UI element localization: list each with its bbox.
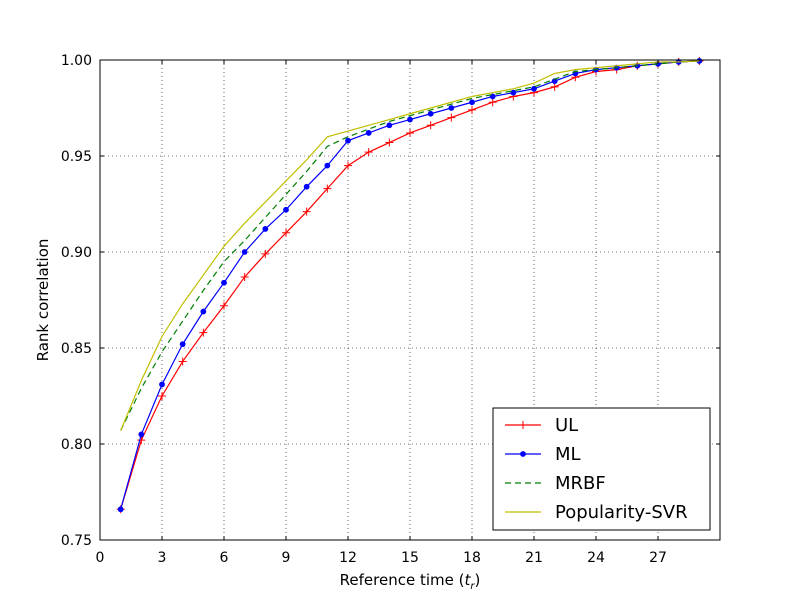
- ml-point: [159, 381, 165, 388]
- legend-item-ml: ML: [505, 444, 581, 465]
- ml-point: [427, 110, 434, 117]
- y-tick-label: 0.85: [61, 341, 92, 357]
- popularity-svr-line: [120, 60, 700, 431]
- series-popularity-svr: [120, 60, 700, 431]
- mrbf-line: [120, 60, 700, 431]
- x-axis-label-symbol: t: [464, 571, 471, 589]
- x-tick-label: 15: [401, 550, 419, 566]
- x-axis-label-text: Reference time: [340, 571, 454, 589]
- legend-item-popularity-svr: Popularity-SVR: [505, 502, 688, 523]
- x-tick-label: 21: [525, 550, 543, 566]
- x-tick-labels: 0 3 6 9 12 15 18 21 24 27: [96, 550, 667, 566]
- x-tick-label: 6: [220, 550, 229, 566]
- ml-point: [469, 99, 475, 106]
- ticks: [99, 59, 720, 541]
- ul-point: [323, 184, 332, 193]
- y-tick-label: 0.75: [61, 533, 92, 549]
- ml-point: [345, 137, 351, 144]
- ml-point: [407, 116, 413, 123]
- x-axis-label-paren-close: ): [474, 571, 480, 589]
- x-axis-label: Reference time (tr): [340, 571, 481, 592]
- legend-ul-point: [519, 421, 527, 429]
- ml-point: [179, 341, 186, 348]
- x-axis-label-paren-open: (: [454, 571, 465, 589]
- ml-point: [221, 279, 227, 286]
- ul-point: [364, 148, 373, 157]
- ul-point: [137, 436, 146, 445]
- ul-point: [220, 301, 228, 310]
- x-axis-label-subscript: r: [470, 581, 475, 592]
- series-group: [116, 56, 704, 514]
- ul-point: [261, 249, 270, 258]
- x-tick-label: 0: [96, 550, 105, 566]
- legend-label: UL: [555, 415, 578, 436]
- y-tick-label: 0.95: [61, 149, 92, 165]
- ul-point: [468, 105, 476, 114]
- y-tick-label: 0.80: [61, 437, 92, 453]
- ml-point: [386, 122, 393, 129]
- ul-point: [447, 113, 456, 122]
- ul-point: [302, 207, 311, 216]
- y-axis-label: Rank correlation: [34, 239, 52, 362]
- ul-point: [178, 357, 187, 366]
- legend-box: [492, 407, 711, 531]
- x-tick-label: 9: [282, 550, 291, 566]
- x-tick-label: 3: [158, 550, 167, 566]
- legend-item-mrbf: MRBF: [505, 473, 606, 494]
- legend-item-ul: UL: [505, 415, 578, 436]
- ul-point: [240, 272, 249, 281]
- ml-point: [324, 162, 331, 169]
- ul-point: [158, 392, 166, 400]
- x-tick-label: 18: [463, 550, 481, 566]
- legend-label: Popularity-SVR: [555, 502, 688, 523]
- ml-point: [448, 105, 455, 111]
- y-tick-labels: 0.75 0.80 0.85 0.90 0.95 1.00: [61, 53, 92, 549]
- ul-point: [406, 128, 414, 137]
- ml-point: [510, 89, 517, 96]
- ul-point: [385, 138, 394, 147]
- ml-point: [531, 85, 537, 92]
- ul-point: [426, 121, 435, 130]
- ml-point: [262, 226, 269, 232]
- legend-label: MRBF: [555, 473, 606, 494]
- ul-point: [282, 228, 290, 237]
- ul-point: [488, 98, 497, 107]
- ul-point: [344, 161, 352, 170]
- ml-point: [283, 206, 289, 213]
- ml-point: [303, 183, 310, 190]
- ml-point: [200, 308, 207, 315]
- ml-point: [117, 506, 124, 513]
- x-tick-label: 27: [649, 550, 667, 566]
- ml-point: [138, 431, 145, 438]
- y-tick-label: 1.00: [61, 53, 92, 69]
- series-ul: [116, 56, 704, 514]
- legend-label: ML: [555, 444, 581, 465]
- x-tick-label: 12: [339, 550, 357, 566]
- legend: UL ML MRBF Popularity-SVR: [492, 407, 711, 531]
- y-tick-label: 0.90: [61, 245, 92, 261]
- legend-ml-point: [520, 451, 526, 457]
- ml-point: [365, 130, 372, 136]
- series-mrbf: [120, 60, 700, 431]
- ul-point: [550, 82, 559, 91]
- ul-point: [199, 328, 208, 337]
- x-tick-label: 24: [587, 550, 605, 566]
- ml-point: [241, 249, 248, 255]
